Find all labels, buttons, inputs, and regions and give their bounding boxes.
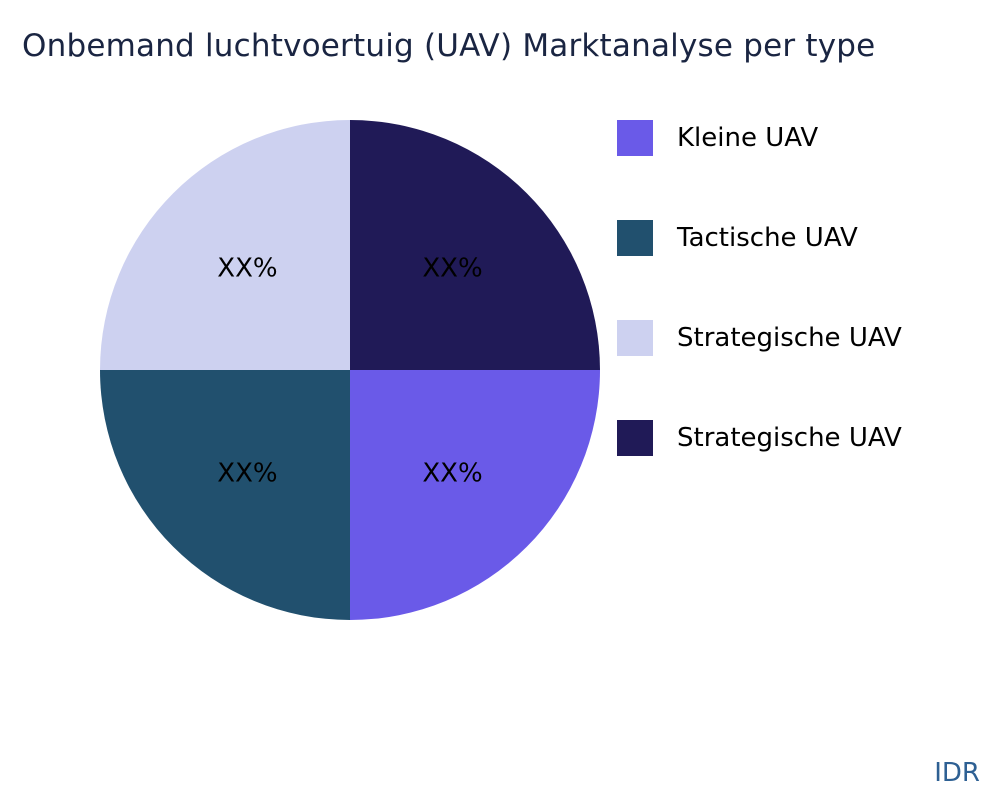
legend-swatch (617, 120, 653, 156)
legend-item-strategische-uav-light: Strategische UAV (617, 320, 902, 356)
legend-label: Strategische UAV (677, 323, 902, 353)
pie-chart: XX% XX% XX% XX% (100, 120, 600, 620)
pie-slice (350, 370, 600, 620)
slice-label: XX% (217, 459, 277, 489)
watermark-idr: IDR (934, 758, 980, 788)
legend-swatch (617, 420, 653, 456)
slice-label: XX% (217, 253, 277, 283)
slice-label: XX% (422, 253, 482, 283)
chart-title: Onbemand luchtvoertuig (UAV) Marktanalys… (22, 28, 876, 64)
legend-swatch (617, 320, 653, 356)
legend-item-tactische-uav: Tactische UAV (617, 220, 902, 256)
pie-slice (100, 370, 350, 620)
legend-item-kleine-uav: Kleine UAV (617, 120, 902, 156)
legend-item-strategische-uav-dark: Strategische UAV (617, 420, 902, 456)
pie-slice (350, 120, 600, 370)
legend-swatch (617, 220, 653, 256)
legend-label: Strategische UAV (677, 423, 902, 453)
legend-label: Tactische UAV (677, 223, 858, 253)
legend-label: Kleine UAV (677, 123, 819, 153)
slice-label: XX% (422, 459, 482, 489)
pie-slice (100, 120, 350, 370)
legend: Kleine UAV Tactische UAV Strategische UA… (617, 120, 902, 456)
